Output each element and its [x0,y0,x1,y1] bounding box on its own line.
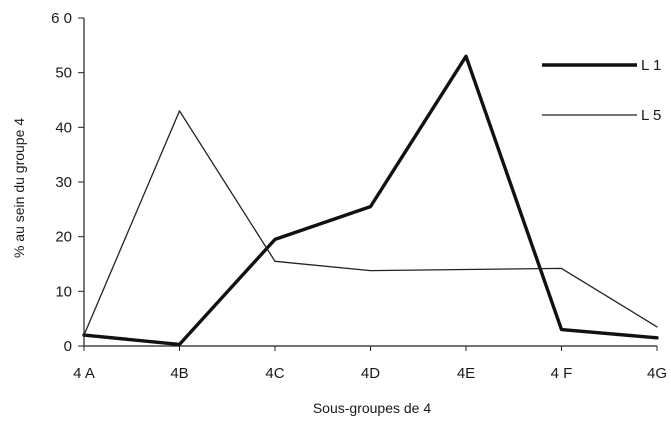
y-tick-label: 10 [55,283,72,300]
series-lines [82,54,659,347]
y-axis: 0 10 20 30 40 50 6 0 [51,10,85,355]
x-tick-label: 4 F [551,365,573,382]
x-axis: 4 A 4B 4C 4D 4E 4 F 4G [73,345,667,382]
y-axis-title: % au sein du groupe 4 [11,118,27,258]
series-line-l1 [82,54,659,347]
x-tick-label: 4E [457,365,475,382]
y-tick-label: 30 [55,174,72,191]
y-tick-label: 40 [55,119,72,136]
y-tick-label: 20 [55,229,72,246]
legend: L 1 L 5 [542,57,661,124]
x-axis-title: Sous-groupes de 4 [313,400,432,416]
y-tick-label: 0 [64,338,72,355]
legend-label-l5: L 5 [641,107,661,124]
x-tick-label: 4C [265,365,284,382]
x-tick-label: 4 A [73,365,95,382]
series-line-l5 [83,110,658,336]
legend-label-l1: L 1 [641,57,661,74]
x-tick-label: 4D [361,365,380,382]
y-tick-label: 50 [55,65,72,82]
y-tick-label: 6 0 [51,10,72,27]
x-tick-label: 4G [647,365,667,382]
x-tick-label: 4B [170,365,188,382]
